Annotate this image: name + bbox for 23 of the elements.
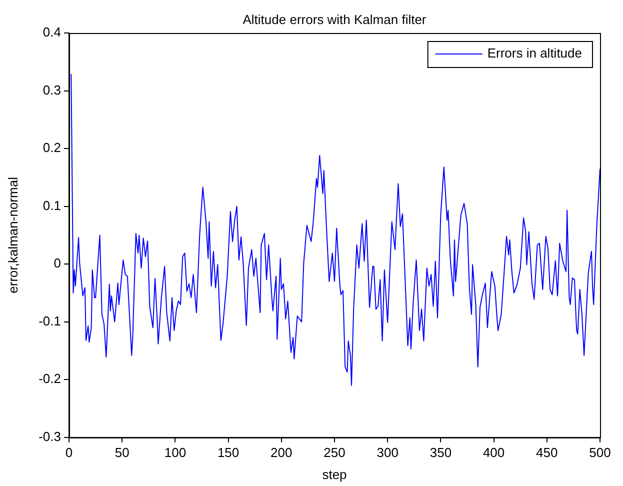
x-tick-label: 200	[270, 444, 292, 460]
x-tick-label: 250	[324, 444, 346, 460]
y-tick-label: 0.4	[42, 24, 61, 40]
x-tick-label: 50	[114, 444, 130, 460]
y-tick-label: -0.1	[38, 313, 61, 328]
x-tick-label: 350	[430, 444, 452, 460]
x-tick-label: 0	[65, 444, 73, 460]
legend-label: Errors in altitude	[487, 46, 582, 61]
y-tick-label: 0	[54, 256, 61, 271]
x-tick-label: 100	[164, 444, 186, 460]
x-tick-label: 150	[217, 444, 240, 460]
y-tick-label: 0.3	[42, 82, 61, 98]
x-axis-title: step	[322, 467, 347, 482]
y-tick-label: 0.1	[42, 198, 61, 213]
y-tick-label: -0.2	[38, 371, 61, 386]
chart-title: Altitude errors with Kalman filter	[242, 12, 427, 28]
x-tick-label: 500	[589, 444, 611, 460]
x-tick-label: 400	[482, 444, 505, 460]
x-tick-label: 450	[536, 444, 558, 460]
y-axis-title: error,kalman-normal	[6, 176, 21, 294]
y-tick-label: -0.3	[38, 428, 61, 444]
x-tick-label: 300	[376, 444, 398, 460]
y-tick-label: 0.2	[42, 140, 61, 156]
